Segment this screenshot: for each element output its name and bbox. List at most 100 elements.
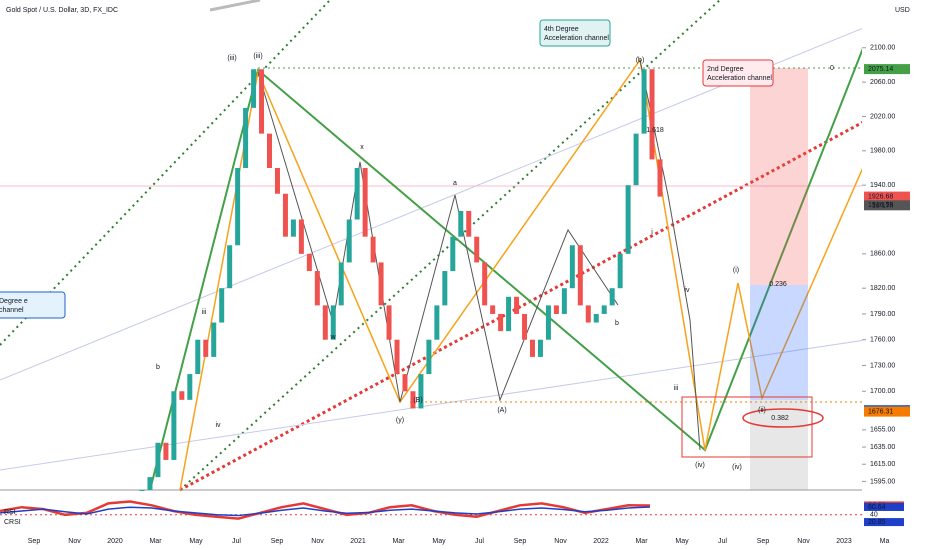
x-tick-label: Nov (797, 538, 810, 545)
candle (609, 288, 615, 306)
wave-label: (B) (413, 397, 422, 404)
countdown: 1d 17h (872, 202, 894, 209)
x-tick-label: Ma (880, 538, 890, 545)
candle (529, 339, 535, 357)
x-tick-label: 2023 (836, 538, 852, 545)
wave-label: (y) (396, 417, 404, 424)
y-tick-label: 1760.00 (870, 337, 895, 344)
x-tick-label: 2022 (593, 538, 609, 545)
candle (633, 133, 639, 186)
price-tag (864, 200, 910, 211)
wave-label: (iii) (253, 53, 262, 60)
indicator-label: RSI (4, 509, 16, 516)
y-tick-label: 2020.00 (870, 113, 895, 120)
callout-box (702, 59, 774, 87)
candle (561, 288, 567, 314)
wave-label: 0.236 (769, 281, 787, 288)
candle (649, 69, 655, 160)
candle (442, 271, 448, 306)
indicator-tag (864, 518, 904, 527)
candle (139, 490, 145, 491)
wave-label: (iii) (227, 55, 236, 62)
x-tick-label: 2021 (350, 538, 366, 545)
wave-label: (ii) (758, 407, 766, 414)
x-tick-label: Mar (635, 538, 648, 545)
candle (514, 296, 520, 314)
indicator-line (0, 506, 651, 517)
indicator-tag (864, 502, 904, 511)
callout-text: 2nd Degree Acceleration channel (707, 66, 772, 82)
x-tick-label: Sep (757, 538, 770, 545)
price-axis (862, 0, 932, 550)
candle (235, 167, 241, 246)
wave-label: i (651, 229, 653, 236)
y-tick-label: 1615.00 (870, 461, 895, 468)
x-tick-label: May (189, 538, 203, 545)
wave-label: 0.382 (771, 415, 789, 422)
candle (657, 159, 663, 197)
x-tick-label: Nov (554, 538, 567, 545)
y-tick-label: 1655.00 (870, 427, 895, 434)
x-tick-label: Jul (232, 538, 241, 545)
callout-text: 4th Degree Acceleration channel (544, 26, 609, 42)
y-tick-label: 1595.00 (870, 478, 895, 485)
wave-label: (A) (497, 407, 506, 414)
price-tag (864, 406, 910, 417)
x-tick-label: Jul (475, 538, 484, 545)
wave-label: 1.618 (646, 127, 664, 134)
candle (625, 185, 631, 254)
wave-label: (i) (733, 267, 739, 274)
candle (282, 193, 288, 237)
candle (577, 245, 583, 306)
candle (354, 167, 360, 220)
candle (402, 374, 408, 392)
wave-label: w (329, 334, 336, 341)
candle (155, 442, 161, 478)
candle (450, 236, 456, 272)
indicator-tag-label: 60.64 (868, 504, 886, 511)
candle (362, 167, 368, 237)
y-tick-label: 1700.00 (870, 388, 895, 395)
x-tick-label: Sep (514, 538, 527, 545)
candle (306, 253, 312, 272)
wave-label: b (615, 320, 619, 327)
price-tag-label: 2075.14 (868, 66, 893, 73)
x-tick-label: Mar (392, 538, 405, 545)
candle (569, 245, 575, 289)
candle (490, 305, 496, 314)
wave-label: (iv) (732, 464, 742, 471)
candle (418, 374, 424, 409)
y-tick-label: 2100.00 (870, 45, 895, 52)
candle (593, 313, 599, 323)
candle (259, 69, 265, 134)
chart-title: Gold Spot / U.S. Dollar, 3D, FX_IDC (6, 7, 118, 14)
candle (617, 253, 623, 289)
wave-label: iv (215, 422, 221, 429)
y-tick-label: 1635.00 (870, 444, 895, 451)
candle (163, 442, 169, 460)
candle (585, 305, 591, 323)
x-tick-label: Mar (149, 538, 162, 545)
candle (394, 339, 400, 375)
y-tick-label: 1980.00 (870, 148, 895, 155)
candle (386, 305, 392, 340)
candle (338, 262, 344, 306)
candle (506, 296, 512, 332)
price-tag-label: 1676.31 (868, 408, 893, 415)
wave-label: a (453, 180, 457, 187)
candle (251, 69, 257, 108)
y-tick-label: 1730.00 (870, 362, 895, 369)
candle (203, 339, 209, 357)
candle (545, 305, 551, 340)
candle (211, 322, 217, 357)
candle (195, 339, 201, 375)
candle (179, 391, 185, 400)
candle (290, 219, 296, 237)
wave-label: iii (674, 385, 679, 392)
y-tick-label: 1940.00 (870, 182, 895, 189)
x-tick-label: Nov (311, 538, 324, 545)
wave-label: iv (684, 287, 690, 294)
callout-box (539, 19, 611, 47)
y-tick-label: 1820.00 (870, 285, 895, 292)
